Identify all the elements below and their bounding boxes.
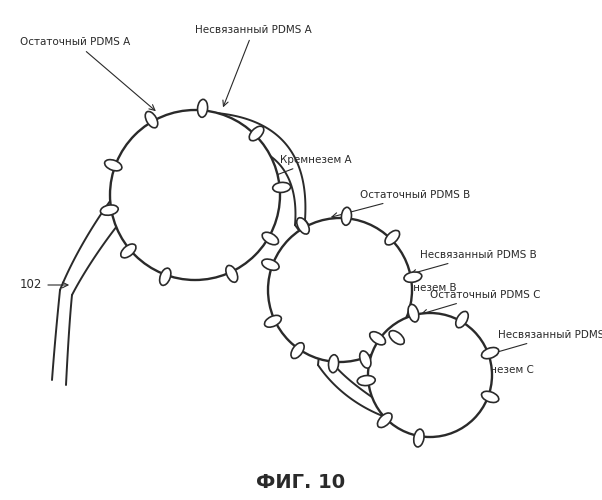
Ellipse shape: [226, 266, 238, 282]
Text: Кремнезем B: Кремнезем B: [344, 283, 457, 297]
Ellipse shape: [408, 304, 419, 322]
Ellipse shape: [370, 332, 385, 345]
Circle shape: [268, 218, 412, 362]
Text: Кремнезем С: Кремнезем С: [429, 365, 534, 386]
Ellipse shape: [249, 126, 264, 141]
Ellipse shape: [482, 392, 499, 402]
Text: Остаточный PDMS C: Остаточный PDMS C: [422, 290, 541, 315]
Ellipse shape: [329, 354, 338, 372]
Text: 102: 102: [20, 278, 68, 291]
Ellipse shape: [377, 413, 392, 428]
Ellipse shape: [145, 112, 158, 128]
Ellipse shape: [101, 205, 118, 216]
Ellipse shape: [297, 218, 309, 234]
Ellipse shape: [105, 160, 122, 171]
Ellipse shape: [357, 376, 375, 386]
Circle shape: [368, 313, 492, 437]
Text: Кремнезем А: Кремнезем А: [189, 155, 352, 209]
Ellipse shape: [456, 312, 468, 328]
Text: Остаточный PDMS А: Остаточный PDMS А: [20, 37, 155, 111]
Ellipse shape: [262, 232, 279, 244]
Ellipse shape: [264, 316, 281, 327]
Ellipse shape: [482, 348, 499, 358]
Ellipse shape: [197, 100, 208, 117]
Text: Несвязанный PDMS B: Несвязанный PDMS B: [411, 250, 537, 275]
Ellipse shape: [341, 208, 352, 226]
Ellipse shape: [414, 429, 424, 447]
Text: ФИГ. 10: ФИГ. 10: [256, 472, 346, 492]
Circle shape: [110, 110, 280, 280]
Ellipse shape: [359, 351, 371, 368]
Ellipse shape: [262, 259, 279, 270]
Ellipse shape: [160, 268, 171, 285]
Text: Остаточный PDMS B: Остаточный PDMS B: [332, 190, 470, 218]
Ellipse shape: [404, 272, 422, 282]
Text: Несвязанный PDMS C: Несвязанный PDMS C: [491, 330, 602, 355]
Ellipse shape: [291, 342, 304, 358]
Text: Несвязанный PDMS А: Несвязанный PDMS А: [195, 25, 312, 106]
Ellipse shape: [121, 244, 136, 258]
Ellipse shape: [273, 182, 291, 192]
Ellipse shape: [389, 330, 405, 344]
Ellipse shape: [385, 230, 400, 245]
